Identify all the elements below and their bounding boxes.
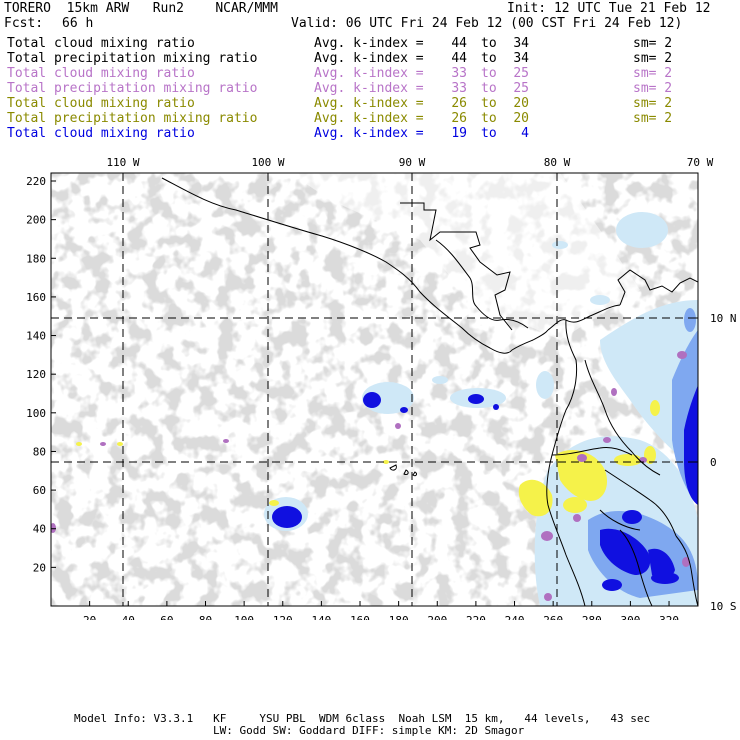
grid-x-label: 20 — [83, 614, 96, 620]
grid-y-label: 80 — [33, 445, 46, 458]
kindex-label: Avg. k-index = — [314, 81, 424, 96]
field-row: Total cloud mixing ratio Avg. k-index = 26… — [7, 97, 732, 112]
kindex-label: Avg. k-index = — [314, 96, 424, 111]
kindex-label: Avg. k-index = — [314, 51, 424, 66]
field-row: Total cloud mixing ratio Avg. k-index = 44… — [7, 37, 732, 52]
smoothing-value: sm= 2 — [633, 81, 673, 96]
longitude-label: 70 W — [687, 156, 714, 169]
kindex-from: 26 — [451, 96, 467, 111]
grid-x-label: 200 — [427, 614, 447, 620]
run-title: TORERO 15km ARW Run2 NCAR/MMM — [4, 1, 278, 16]
kindex-to: 34 — [513, 36, 529, 51]
kindex-label: Avg. k-index = — [314, 36, 424, 51]
grid-x-label: 300 — [620, 614, 640, 620]
kindex-from: 26 — [451, 111, 467, 126]
grid-x-label: 260 — [543, 614, 563, 620]
kindex-from: 44 — [451, 36, 467, 51]
kindex-from: 33 — [451, 81, 467, 96]
grid-x-label: 160 — [350, 614, 370, 620]
kindex-to: 4 — [521, 126, 529, 141]
kindex-to-word: to — [481, 66, 497, 81]
field-row: Total cloud mixing ratio Avg. k-index = 19… — [7, 127, 732, 142]
latitude-label: 10 N — [710, 312, 737, 325]
grid-x-label: 140 — [311, 614, 331, 620]
grid-y-label: 180 — [26, 252, 46, 265]
field-name: Total precipitation mixing ratio — [7, 111, 258, 126]
latitude-label: 0 — [710, 456, 717, 469]
kindex-to-word: to — [481, 81, 497, 96]
grid-x-label: 60 — [160, 614, 173, 620]
grid-y-label: 200 — [26, 214, 46, 227]
longitude-label: 100 W — [251, 156, 284, 169]
grid-y-label: 40 — [33, 523, 46, 536]
grid-x-label: 320 — [659, 614, 679, 620]
grid-y-label: 220 — [26, 175, 46, 188]
grid-x-label: 240 — [505, 614, 525, 620]
map-fields — [51, 173, 698, 606]
weather-map: 110 W 100 W 90 W 80 W 70 W 10 N 0 10 S 220 200 180… — [26, 156, 737, 620]
field-row: Total precipitation mixing ratio Avg. k-i… — [7, 112, 732, 127]
longitude-label: 90 W — [399, 156, 426, 169]
kindex-to-word: to — [481, 36, 497, 51]
field-name: Total cloud mixing ratio — [7, 36, 195, 51]
smoothing-value: sm= 2 — [633, 96, 673, 111]
grid-y-label: 160 — [26, 291, 46, 304]
coastlines — [161, 177, 698, 606]
longitude-label: 80 W — [544, 156, 571, 169]
grid-x-label: 180 — [389, 614, 409, 620]
grid-y-label: 100 — [26, 407, 46, 420]
grid-y-label: 140 — [26, 330, 46, 343]
kindex-label: Avg. k-index = — [314, 126, 424, 141]
forecast-label: Fcst: — [4, 16, 44, 31]
kindex-to: 20 — [513, 96, 529, 111]
kindex-to: 20 — [513, 111, 529, 126]
grid-y-label: 20 — [33, 561, 46, 574]
grid-x-label: 80 — [199, 614, 212, 620]
field-name: Total cloud mixing ratio — [7, 126, 195, 141]
longitude-label: 110 W — [106, 156, 139, 169]
smoothing-value: sm= 2 — [633, 111, 673, 126]
grid-y-label: 60 — [33, 484, 46, 497]
graticule — [51, 173, 698, 606]
kindex-from: 19 — [451, 126, 467, 141]
kindex-to-word: to — [481, 111, 497, 126]
kindex-to: 25 — [513, 81, 529, 96]
field-name: Total precipitation mixing ratio — [7, 51, 258, 66]
grid-x-label: 280 — [582, 614, 602, 620]
grid-y-label: 120 — [26, 368, 46, 381]
field-name: Total precipitation mixing ratio — [7, 81, 258, 96]
valid-time: Valid: 06 UTC Fri 24 Feb 12 (00 CST Fri … — [291, 16, 683, 31]
smoothing-value: sm= 2 — [633, 36, 673, 51]
kindex-from: 44 — [451, 51, 467, 66]
grid-x-label: 120 — [273, 614, 293, 620]
field-row: Total precipitation mixing ratio Avg. k-i… — [7, 82, 732, 97]
field-name: Total cloud mixing ratio — [7, 66, 195, 81]
cloud-field-deep-blue — [272, 385, 698, 591]
precip-field-purple — [51, 351, 690, 601]
smoothing-value: sm= 2 — [633, 66, 673, 81]
kindex-label: Avg. k-index = — [314, 111, 424, 126]
kindex-from: 33 — [451, 66, 467, 81]
map-frame — [50, 172, 699, 607]
field-row: Total cloud mixing ratio Avg. k-index = 33… — [7, 67, 732, 82]
grid-x-label: 40 — [122, 614, 135, 620]
kindex-to: 25 — [513, 66, 529, 81]
kindex-to-word: to — [481, 51, 497, 66]
kindex-to: 34 — [513, 51, 529, 66]
smoothing-value: sm= 2 — [633, 51, 673, 66]
model-info-line2: LW: Godd SW: Goddard DIFF: simple KM: 2D… — [213, 724, 525, 737]
precip-field-yellow — [269, 400, 660, 546]
field-row: Total precipitation mixing ratio Avg. k-i… — [7, 52, 732, 67]
field-name: Total cloud mixing ratio — [7, 96, 195, 111]
forecast-hour: 66 h — [62, 16, 94, 31]
kindex-label: Avg. k-index = — [314, 66, 424, 81]
latitude-label: 10 S — [710, 600, 737, 613]
model-info-line1: Model Info: V3.3.1 KF YSU PBL WDM 6class… — [74, 712, 651, 725]
kindex-to-word: to — [481, 96, 497, 111]
kindex-to-word: to — [481, 126, 497, 141]
grid-x-label: 220 — [466, 614, 486, 620]
grid-x-label: 100 — [234, 614, 254, 620]
init-time: Init: 12 UTC Tue 21 Feb 12 — [507, 1, 711, 16]
